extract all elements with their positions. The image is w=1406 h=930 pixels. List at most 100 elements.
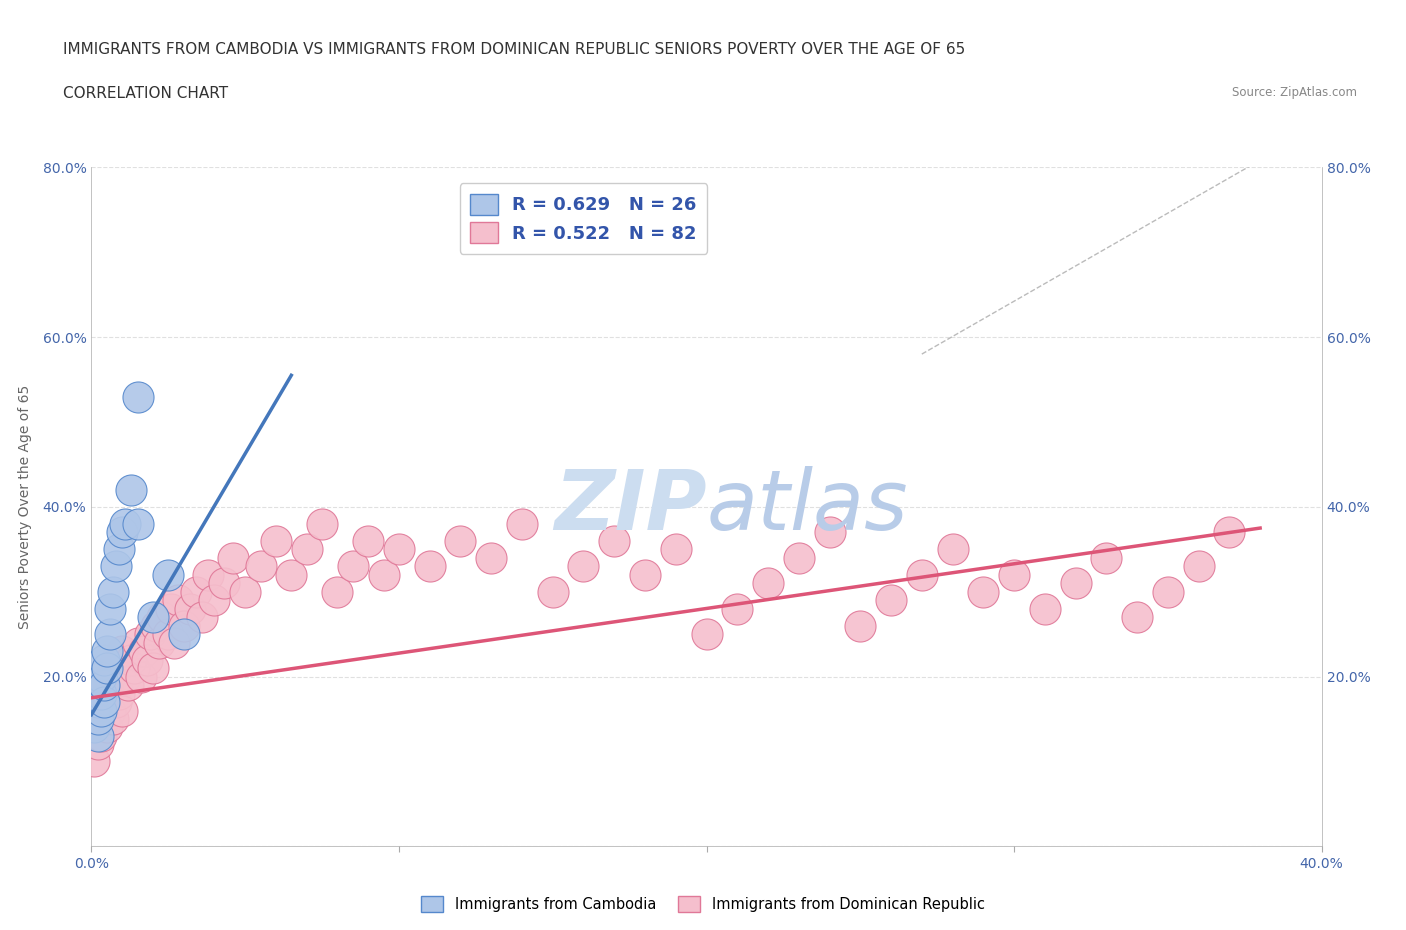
Point: [86, 711, 108, 726]
Point: [157, 567, 180, 582]
Point: [880, 592, 903, 607]
Point: [179, 602, 201, 617]
Point: [127, 389, 149, 404]
Point: [93, 652, 115, 667]
Y-axis label: Seniors Poverty Over the Age of 65: Seniors Poverty Over the Age of 65: [17, 385, 31, 629]
Point: [83, 720, 105, 735]
Point: [1095, 551, 1118, 565]
Point: [264, 534, 287, 549]
Point: [191, 610, 214, 625]
Point: [911, 567, 934, 582]
Point: [157, 627, 180, 642]
Point: [725, 602, 748, 617]
Point: [83, 720, 105, 735]
Point: [148, 635, 170, 650]
Point: [541, 584, 564, 599]
Point: [233, 584, 256, 599]
Point: [86, 737, 108, 752]
Point: [603, 534, 626, 549]
Point: [202, 592, 225, 607]
Point: [129, 670, 152, 684]
Point: [357, 534, 380, 549]
Point: [1002, 567, 1025, 582]
Point: [90, 728, 112, 743]
Point: [86, 728, 108, 743]
Point: [86, 695, 108, 710]
Point: [295, 542, 318, 557]
Point: [1033, 602, 1056, 617]
Point: [120, 652, 142, 667]
Point: [1157, 584, 1180, 599]
Point: [249, 559, 271, 574]
Point: [98, 602, 121, 617]
Point: [419, 559, 441, 574]
Point: [93, 711, 115, 726]
Point: [160, 602, 183, 617]
Point: [96, 720, 118, 735]
Legend: Immigrants from Cambodia, Immigrants from Dominican Republic: Immigrants from Cambodia, Immigrants fro…: [416, 891, 990, 918]
Point: [942, 542, 965, 557]
Point: [145, 618, 167, 633]
Point: [280, 567, 302, 582]
Point: [756, 576, 779, 591]
Point: [90, 670, 112, 684]
Point: [849, 618, 872, 633]
Point: [696, 627, 718, 642]
Point: [114, 670, 136, 684]
Point: [388, 542, 411, 557]
Point: [1126, 610, 1149, 625]
Point: [98, 703, 121, 718]
Point: [326, 584, 349, 599]
Point: [93, 678, 115, 693]
Point: [93, 686, 115, 701]
Point: [105, 652, 127, 667]
Point: [108, 686, 131, 701]
Point: [90, 686, 112, 701]
Text: Source: ZipAtlas.com: Source: ZipAtlas.com: [1232, 86, 1357, 99]
Point: [96, 644, 118, 658]
Point: [1218, 525, 1240, 539]
Point: [142, 610, 165, 625]
Point: [139, 627, 162, 642]
Point: [120, 483, 142, 498]
Point: [572, 559, 595, 574]
Point: [818, 525, 841, 539]
Point: [98, 670, 121, 684]
Point: [83, 754, 105, 769]
Point: [163, 635, 186, 650]
Point: [212, 576, 235, 591]
Point: [101, 711, 124, 726]
Point: [135, 652, 157, 667]
Point: [510, 516, 533, 531]
Point: [98, 627, 121, 642]
Point: [173, 618, 195, 633]
Text: ZIP: ZIP: [554, 466, 706, 548]
Point: [311, 516, 333, 531]
Point: [101, 584, 124, 599]
Point: [83, 703, 105, 718]
Point: [127, 635, 149, 650]
Text: IMMIGRANTS FROM CAMBODIA VS IMMIGRANTS FROM DOMINICAN REPUBLIC SENIORS POVERTY O: IMMIGRANTS FROM CAMBODIA VS IMMIGRANTS F…: [63, 42, 966, 57]
Point: [166, 592, 188, 607]
Point: [197, 567, 219, 582]
Point: [132, 644, 155, 658]
Text: CORRELATION CHART: CORRELATION CHART: [63, 86, 228, 100]
Point: [111, 525, 134, 539]
Point: [184, 584, 207, 599]
Point: [108, 542, 131, 557]
Point: [105, 559, 127, 574]
Point: [93, 695, 115, 710]
Point: [96, 660, 118, 675]
Point: [124, 660, 146, 675]
Point: [479, 551, 502, 565]
Point: [222, 551, 245, 565]
Point: [373, 567, 395, 582]
Point: [449, 534, 471, 549]
Point: [342, 559, 364, 574]
Point: [173, 627, 195, 642]
Point: [665, 542, 688, 557]
Point: [114, 516, 136, 531]
Legend: R = 0.629   N = 26, R = 0.522   N = 82: R = 0.629 N = 26, R = 0.522 N = 82: [460, 183, 707, 254]
Point: [111, 703, 134, 718]
Point: [634, 567, 657, 582]
